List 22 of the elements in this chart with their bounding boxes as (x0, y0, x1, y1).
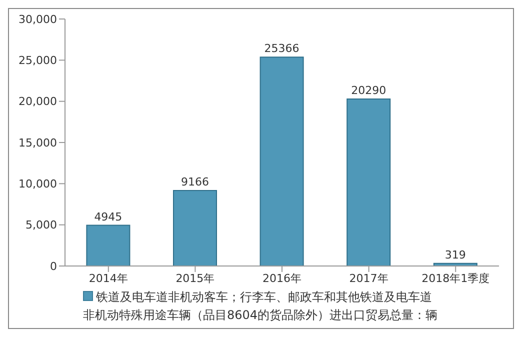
legend-label: 铁道及电车道非机动客车；行李车、邮政车和其他铁道及电车道非机动特殊用途车辆（品目8604的货品除外）进出口贸易总量：辆 (83, 289, 439, 324)
x-tick-label: 2016年 (262, 272, 302, 285)
x-tick-label: 2018年1季度 (422, 272, 490, 285)
y-tick-label: 25,000 (18, 54, 57, 68)
data-label: 319 (444, 248, 466, 262)
x-tick-label: 2014年 (88, 272, 128, 285)
data-label: 9166 (181, 176, 209, 189)
bar (86, 224, 130, 266)
y-tick-label: 30,000 (18, 12, 57, 26)
data-label: 4945 (94, 210, 122, 224)
bar (173, 190, 217, 266)
bar (260, 56, 304, 266)
x-tick-label: 2015年 (176, 272, 215, 285)
data-label: 25366 (264, 42, 300, 56)
y-tick-label: 15,000 (18, 136, 57, 150)
data-label: 20290 (351, 84, 386, 97)
y-tick-label: 10,000 (18, 178, 57, 191)
y-tick-label: 5,000 (26, 218, 57, 232)
y-tick-label: 0 (50, 260, 57, 273)
bar (346, 98, 391, 266)
y-tick-label: 20,000 (18, 95, 57, 108)
x-tick-label: 2017年 (349, 272, 388, 285)
